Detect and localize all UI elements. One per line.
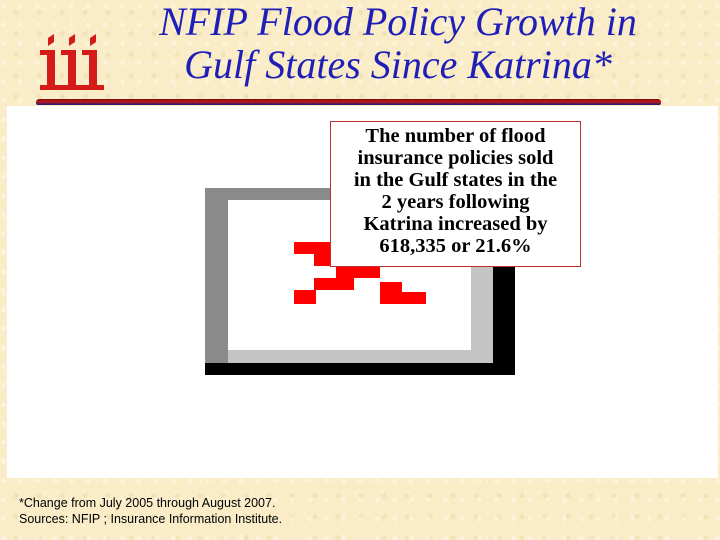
callout-line: Katrina increased by [363, 213, 548, 235]
red-mark-4 [314, 278, 354, 290]
red-mark-5 [294, 290, 316, 304]
callout-line: 2 years following [381, 191, 530, 213]
red-mark-3 [336, 266, 380, 278]
footnote: *Change from July 2005 through August 20… [19, 495, 282, 527]
callout-box: The number of flood insurance policies s… [330, 121, 581, 267]
red-mark-6 [380, 282, 402, 292]
callout-line: insurance policies sold [357, 147, 554, 169]
title-divider [36, 99, 661, 105]
red-mark-7 [380, 292, 426, 304]
iii-logo-icon [40, 34, 104, 90]
footnote-change-period: *Change from July 2005 through August 20… [19, 496, 276, 510]
red-mark-1 [294, 242, 336, 254]
footnote-sources: Sources: NFIP ; Insurance Information In… [19, 512, 283, 526]
slide-title-line-2: Gulf States Since Katrina* [184, 42, 612, 87]
slide-title-line-1: NFIP Flood Policy Growth in [159, 0, 637, 44]
callout-line: in the Gulf states in the [353, 169, 558, 191]
callout-line: 618,335 or 21.6% [379, 235, 532, 257]
slide-title: NFIP Flood Policy Growth in Gulf States … [118, 0, 678, 86]
callout-line: The number of flood [365, 125, 546, 147]
